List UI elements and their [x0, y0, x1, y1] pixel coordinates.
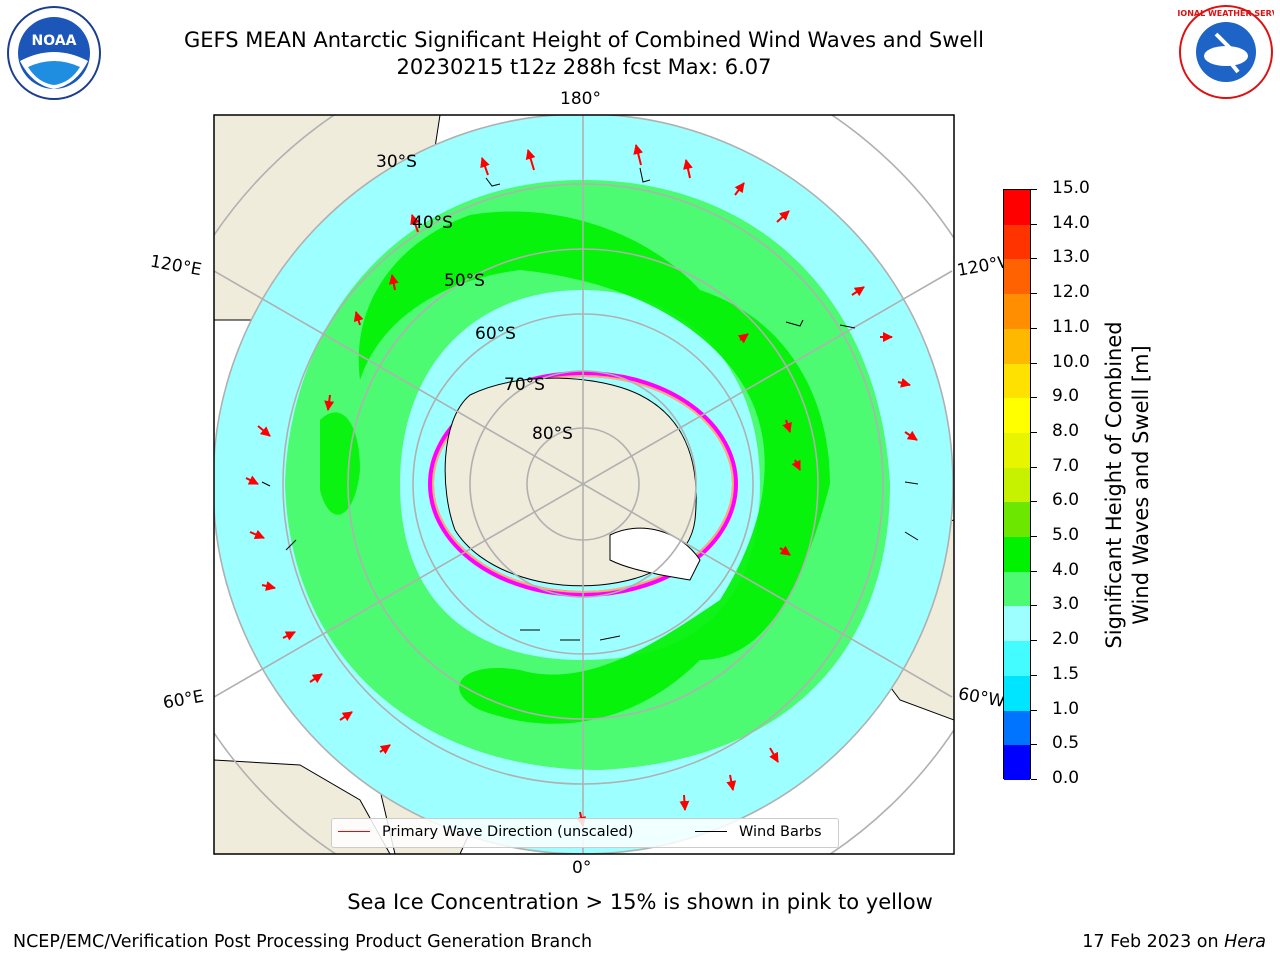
colorbar-tick-mark	[1031, 223, 1037, 225]
wind-barbs-legend-label: Wind Barbs	[739, 824, 822, 840]
colorbar-tick-label: 14.0	[1052, 212, 1090, 233]
colorbar-segment	[1004, 259, 1030, 295]
colorbar-tick-label: 15.0	[1052, 178, 1090, 198]
colorbar-segment	[1004, 571, 1030, 607]
colorbar-tick-label: 12.0	[1052, 282, 1090, 303]
colorbar-segment	[1004, 710, 1030, 746]
colorbar-tick-mark	[1031, 605, 1037, 607]
nws-logo-text: NATIONAL WEATHER SERVICE	[1178, 9, 1274, 18]
colorbar	[1003, 189, 1031, 780]
colorbar-tick-label: 1.0	[1052, 698, 1080, 719]
colorbar-tick-label: 0.5	[1052, 733, 1080, 754]
wave-band-west	[320, 412, 360, 515]
colorbar-tick-mark	[1031, 466, 1037, 468]
lat-label-50s: 50°S	[444, 271, 485, 291]
colorbar-tick-label: 4.0	[1052, 559, 1080, 580]
sea-ice-note: Sea Ice Concentration > 15% is shown in …	[347, 890, 933, 914]
colorbar-segment	[1004, 502, 1030, 538]
wave-direction-legend-swatch	[338, 831, 370, 832]
lon-label-0: 0°	[572, 858, 592, 878]
footer-machine: Hera	[1224, 932, 1266, 952]
wave-band-4to5m	[358, 211, 830, 724]
antarctic-peninsula	[609, 527, 701, 581]
colorbar-tick-label: 7.0	[1052, 455, 1080, 476]
colorbar-segment	[1004, 537, 1030, 572]
colorbar-segment	[1004, 606, 1030, 642]
noaa-logo-text: NOAA	[32, 33, 77, 49]
colorbar-tick-mark	[1031, 674, 1037, 676]
colorbar-segment	[1004, 432, 1030, 468]
lat-label-60s: 60°S	[475, 324, 516, 344]
colorbar-tick-mark	[1031, 536, 1037, 538]
colorbar-tick-label: 10.0	[1052, 351, 1090, 372]
colorbar-tick-label: 6.0	[1052, 490, 1080, 511]
colorbar-tick-label: 8.0	[1052, 420, 1080, 441]
colorbar-tick-mark	[1031, 189, 1037, 190]
colorbar-tick-label: 5.0	[1052, 525, 1080, 546]
colorbar-label-line2: Wind Waves and Swell [m]	[1129, 345, 1153, 625]
colorbar-segment	[1004, 641, 1030, 676]
footer-date: 17 Feb 2023 on Hera	[1082, 932, 1266, 952]
colorbar-tick-label: 0.0	[1052, 768, 1080, 788]
colorbar-tick-mark	[1031, 397, 1037, 399]
colorbar-tick-mark	[1031, 431, 1037, 433]
colorbar-tick-mark	[1031, 293, 1037, 295]
noaa-logo-icon: NOAA	[7, 6, 101, 100]
colorbar-tick-label: 11.0	[1052, 316, 1090, 337]
graticule	[214, 115, 954, 854]
wind-barbs	[261, 167, 919, 641]
colorbar-segment	[1004, 675, 1030, 711]
footer-organization: NCEP/EMC/Verification Post Processing Pr…	[13, 932, 593, 952]
colorbar-tick-mark	[1031, 327, 1037, 329]
colorbar-segment	[1004, 363, 1030, 399]
colorbar-tick-label: 9.0	[1052, 386, 1080, 407]
map-title: GEFS MEAN Antarctic Significant Height o…	[183, 28, 985, 52]
lat-label-70s: 70°S	[504, 375, 545, 395]
footer-date-text: 17 Feb 2023 on	[1082, 932, 1225, 952]
colorbar-tick-label: 13.0	[1052, 247, 1090, 268]
colorbar-tick-mark	[1031, 709, 1037, 711]
lon-label-180: 180°	[560, 89, 601, 109]
colorbar-segment	[1004, 745, 1030, 780]
colorbar-tick-mark	[1031, 744, 1037, 746]
colorbar-tick-label: 2.0	[1052, 629, 1080, 650]
colorbar-tick-mark	[1031, 501, 1037, 503]
wind-barbs-legend-swatch	[695, 831, 727, 832]
lat-label-40s: 40°S	[412, 213, 453, 233]
colorbar-tick-mark	[1031, 779, 1037, 780]
colorbar-tick-mark	[1031, 362, 1037, 364]
colorbar-segment	[1004, 190, 1030, 225]
colorbar-segment	[1004, 294, 1030, 329]
map-legend: Primary Wave Direction (unscaled) Wind B…	[331, 818, 839, 848]
colorbar-segment	[1004, 224, 1030, 260]
colorbar-tick-mark	[1031, 640, 1037, 642]
colorbar-tick-mark	[1031, 570, 1037, 572]
lat-label-80s: 80°S	[532, 424, 573, 444]
colorbar-tick-label: 1.5	[1052, 663, 1080, 684]
colorbar-label: Significant Height of Combined Wind Wave…	[1101, 321, 1155, 648]
wave-direction-legend-label: Primary Wave Direction (unscaled)	[382, 824, 634, 840]
colorbar-tick-mark	[1031, 258, 1037, 260]
colorbar-segment	[1004, 328, 1030, 364]
lat-label-30s: 30°S	[376, 152, 417, 172]
colorbar-segment	[1004, 467, 1030, 503]
colorbar-tick-label: 3.0	[1052, 594, 1080, 615]
colorbar-segment	[1004, 398, 1030, 433]
colorbar-label-line1: Significant Height of Combined	[1102, 321, 1126, 649]
map-subtitle: 20230215 t12z 288h fcst Max: 6.07	[396, 55, 772, 79]
nws-logo-icon: NATIONAL WEATHER SERVICE	[1178, 5, 1274, 99]
